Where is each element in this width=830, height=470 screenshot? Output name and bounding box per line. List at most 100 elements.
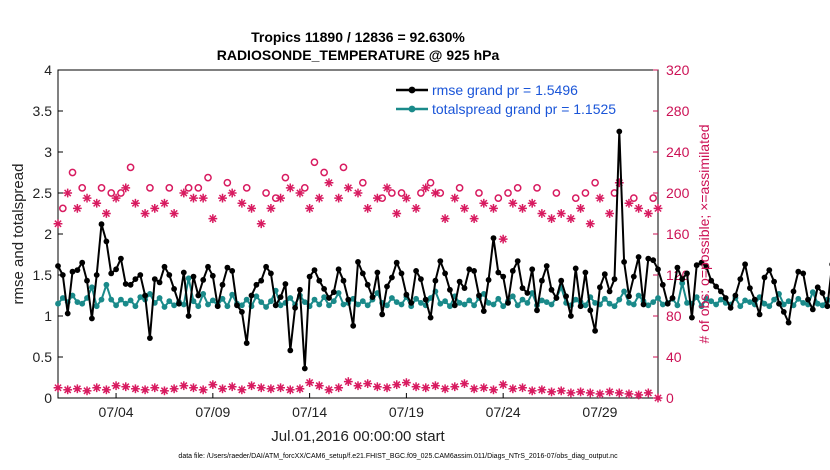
bottom-count-core [210,382,216,387]
spread-point [127,297,134,304]
assimilated-obs-point [266,203,276,213]
bottom-count-core [336,385,341,390]
rmse-point [718,288,724,295]
possible-obs-point [165,184,174,192]
bottom-count-core [423,385,428,390]
rmse-point [418,276,424,282]
assimilated-obs-point [576,203,585,213]
assimilated-obs-point [324,178,334,188]
assimilated-obs-point [401,193,411,203]
assimilated-obs-point [227,188,237,198]
spread-point [161,304,168,310]
rmse-point [113,266,119,273]
possible-obs-point [417,189,425,197]
spread-point [113,302,119,309]
bottom-count-core [355,383,361,388]
bottom-count-core [529,388,535,394]
rmse-point [669,295,676,301]
rmse-point [659,281,666,288]
rmse-point [592,327,598,334]
rmse-point [824,303,830,310]
spread-point [59,295,66,301]
assimilated-obs-point [121,183,131,193]
rmse-point [558,277,565,284]
rmse-point [742,261,748,268]
rmse-point [456,278,463,285]
rmse-point [616,128,623,135]
y-tick-label-left: 3 [44,144,52,160]
rmse-point [495,269,502,276]
possible-obs-point [397,189,406,197]
possible-obs-point [184,184,193,192]
assimilated-obs-point [218,193,227,203]
chart-subtitle: RADIOSONDE_TEMPERATURE @ 925 hPa [217,47,500,63]
rmse-point [655,266,661,273]
bottom-count-core [597,391,603,397]
rmse-point [713,283,719,290]
bottom-count-core [481,385,487,390]
bottom-count-core [239,387,245,392]
assimilated-obs-point [169,209,179,218]
rmse-point [780,309,787,315]
rmse-point [350,322,357,329]
assimilated-obs-point [585,219,595,229]
y-tick-label-right: 320 [666,62,690,78]
bottom-count-core [346,379,351,384]
rmse-point [171,286,178,292]
spread-point [263,304,269,310]
x-tick-label: 07/04 [99,404,134,420]
x-tick-label: 07/09 [195,404,230,420]
rmse-point [176,300,182,307]
spread-point [543,299,550,305]
spread-point [277,302,284,309]
spread-point [693,294,700,300]
rmse-point [756,311,763,318]
possible-obs-point [281,173,290,182]
y-axis-label-left: rmse and totalspread [10,164,27,305]
bottom-count-core [55,385,61,390]
rmse-point [142,292,149,299]
spread-point [122,300,129,307]
bottom-count-core [113,383,119,388]
possible-obs-point [504,189,512,197]
rmse-point [664,300,671,307]
rmse-point [635,254,642,260]
spread-point [393,299,400,305]
spread-point [616,296,623,303]
possible-obs-point [146,184,154,192]
rmse-point [689,314,695,321]
y-tick-label-right: 80 [666,308,682,324]
rmse-point [422,296,429,303]
rmse-point [379,311,386,318]
spread-point [703,295,710,302]
rmse-point [519,285,526,291]
rmse-point [282,281,289,287]
rmse-point [180,269,187,276]
rmse-point [151,276,158,282]
spread-point [166,298,173,305]
spread-point [461,301,468,308]
possible-obs-point [591,178,599,187]
spread-point [287,295,294,301]
spread-point [156,295,163,301]
spread-point [630,301,637,308]
assimilated-obs-point [92,198,102,208]
rmse-point [200,277,207,283]
y-tick-label-left: 0 [44,390,52,406]
rmse-point [524,290,531,296]
possible-obs-point [533,184,541,192]
assimilated-obs-point [566,214,576,224]
rmse-point [432,277,439,284]
spread-point [548,301,555,308]
spread-point [747,299,753,305]
rmse-point [461,285,468,291]
spread-point [253,293,260,300]
rmse-point [534,307,540,314]
bottom-count-core [326,387,332,392]
rmse-point [427,314,434,321]
spread-point [321,294,327,300]
spread-point [118,296,124,303]
bottom-count-core [288,387,293,392]
possible-obs-point [194,184,203,192]
spread-point [359,298,366,305]
